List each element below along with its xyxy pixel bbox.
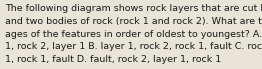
Text: and two bodies of rock (rock 1 and rock 2). What are the relative: and two bodies of rock (rock 1 and rock … <box>5 17 262 26</box>
Text: The following diagram shows rock layers that are cut by a fault: The following diagram shows rock layers … <box>5 4 262 13</box>
Text: 1, rock 2, layer 1 B. layer 1, rock 2, rock 1, fault C. rock 2, layer: 1, rock 2, layer 1 B. layer 1, rock 2, r… <box>5 42 262 51</box>
Text: 1, rock 1, fault D. fault, rock 2, layer 1, rock 1: 1, rock 1, fault D. fault, rock 2, layer… <box>5 55 221 64</box>
Text: ages of the features in order of oldest to youngest? A. fault, rock: ages of the features in order of oldest … <box>5 30 262 39</box>
